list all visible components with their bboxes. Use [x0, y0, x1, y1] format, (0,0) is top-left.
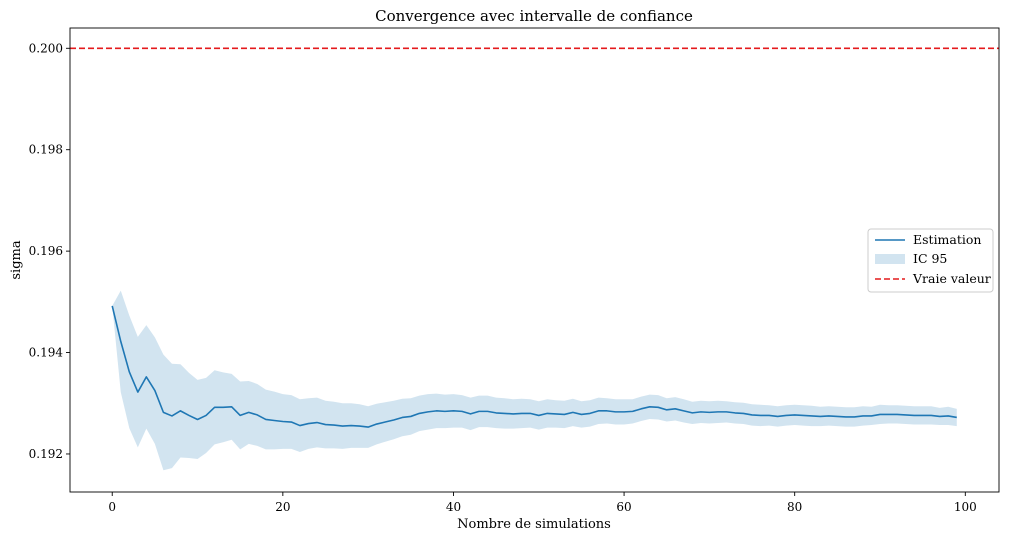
x-axis: 0 20 40 60 80 100: [108, 492, 977, 514]
legend-true-value-label: Vraie valeur: [912, 271, 991, 286]
y-tick-label: 0.194: [29, 346, 64, 360]
legend-band-label: IC 95: [913, 251, 947, 266]
y-axis: 0.192 0.194 0.196 0.198 0.200: [29, 41, 70, 461]
x-tick-label: 80: [787, 500, 802, 514]
x-tick-label: 20: [275, 500, 290, 514]
x-tick-label: 100: [954, 500, 977, 514]
plot-frame: [69, 27, 1000, 493]
x-tick-label: 60: [616, 500, 631, 514]
x-axis-label: Nombre de simulations: [457, 517, 611, 532]
estimation-line: [111, 305, 957, 428]
chart-title: Convergence avec intervalle de confiance: [375, 7, 693, 25]
legend-box: [867, 228, 994, 293]
legend-band-swatch: [875, 254, 905, 264]
y-axis-label: sigma: [9, 240, 24, 279]
legend: Estimation IC 95 Vraie valeur: [867, 228, 994, 293]
y-tick-label: 0.192: [29, 447, 63, 461]
y-tick-label: 0.196: [29, 244, 63, 258]
y-tick-label: 0.198: [29, 143, 63, 157]
x-tick-label: 0: [108, 500, 116, 514]
x-tick-label: 40: [446, 500, 461, 514]
y-tick-label: 0.200: [29, 41, 63, 55]
legend-estimation-label: Estimation: [913, 232, 981, 247]
confidence-band: [112, 290, 957, 471]
plot-area: [70, 47, 999, 471]
